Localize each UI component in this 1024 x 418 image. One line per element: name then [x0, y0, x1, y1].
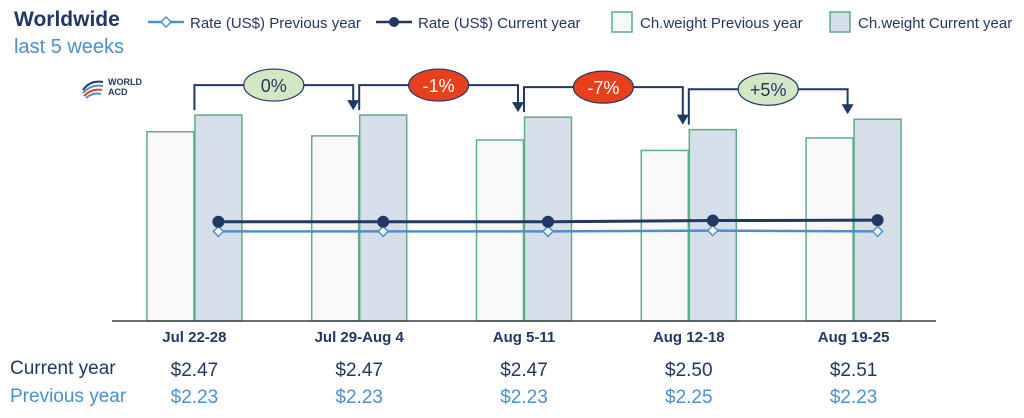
point-rate-prev [541, 225, 555, 238]
previous-year-value: $2.25 [665, 387, 713, 408]
point-rate-prev [212, 225, 225, 238]
change-pill [572, 70, 635, 104]
change-pill [737, 72, 799, 106]
bar-prev-year [640, 149, 690, 322]
current-year-value: $2.47 [500, 360, 548, 381]
current-year-value: $2.47 [335, 360, 383, 381]
change-label: -7% [587, 78, 619, 98]
x-tick-label: Jul 29-Aug 4 [315, 329, 405, 346]
legend-swatch-2 [611, 11, 633, 33]
previous-year-value: $2.23 [500, 387, 548, 408]
chart-title: Worldwide [14, 8, 120, 31]
legend-label-0: Rate (US$) Previous year [190, 15, 361, 32]
legend-swatch-3 [829, 11, 851, 33]
point-rate-prev [377, 225, 390, 238]
logo-text-line1: WORLD [108, 77, 142, 87]
chart-subtitle: last 5 weeks [14, 36, 125, 58]
world-acd-logo: WORLD ACD [80, 74, 156, 104]
point-rate-prev [871, 225, 884, 238]
point-rate-prev [706, 224, 719, 237]
change-pill [408, 68, 470, 102]
current-year-label: Current year [10, 358, 116, 379]
point-rate-current [706, 214, 719, 227]
legend-marker-0 [159, 15, 173, 29]
previous-year-label: Previous year [10, 386, 127, 407]
change-arrowhead [676, 114, 689, 125]
current-year-value: $2.50 [665, 360, 713, 381]
bar-prev-year [805, 137, 854, 322]
point-rate-current [542, 215, 554, 228]
previous-year-value: $2.23 [171, 387, 219, 408]
point-rate-current [871, 214, 884, 227]
current-year-value: $2.51 [830, 360, 878, 381]
change-label: +5% [750, 80, 787, 100]
change-arrowhead [841, 104, 854, 115]
previous-year-value: $2.23 [335, 387, 383, 408]
previous-year-value: $2.23 [830, 387, 878, 408]
x-tick-label: Jul 22-28 [162, 329, 226, 346]
logo-text-line2: ACD [108, 87, 128, 97]
point-rate-current [377, 215, 390, 228]
point-rate-current [212, 215, 225, 228]
legend-label-2: Ch.weight Previous year [640, 15, 803, 32]
change-pill [243, 68, 305, 102]
globe-icon [82, 80, 104, 99]
x-tick-label: Aug 12-18 [653, 329, 725, 346]
change-label: 0% [261, 76, 287, 96]
legend-label-1: Rate (US$) Current year [418, 15, 581, 32]
change-arrowhead [347, 100, 360, 111]
legend-marker-1 [389, 17, 399, 27]
current-year-value: $2.47 [171, 360, 219, 381]
change-arrowhead [512, 102, 524, 113]
bar-prev-year [310, 135, 360, 322]
x-tick-label: Aug 19-25 [818, 329, 890, 346]
x-tick-label: Aug 5-11 [493, 329, 556, 346]
bar-prev-year [146, 130, 195, 322]
legend-label-3: Ch.weight Current year [858, 15, 1012, 32]
change-label: -1% [423, 76, 455, 96]
